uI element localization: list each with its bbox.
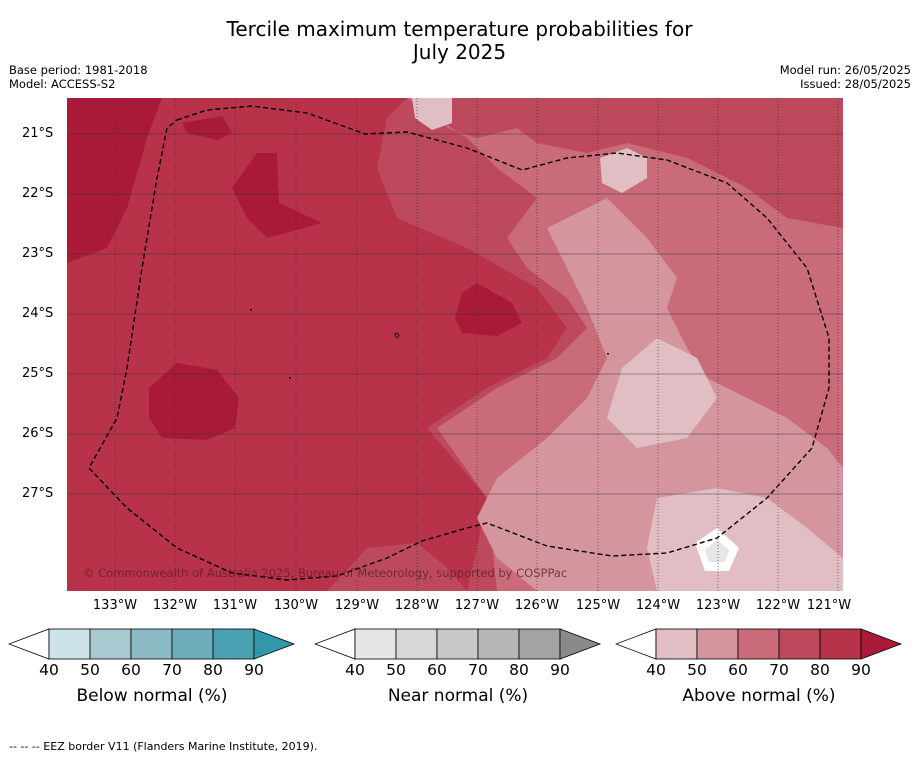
colorbar-high-arrow bbox=[860, 628, 903, 660]
colorbar-tick: 90 bbox=[550, 661, 570, 679]
shade-near-40-50 bbox=[705, 540, 729, 562]
lat-label: 21°S bbox=[22, 126, 54, 141]
latitude-gridlines bbox=[67, 133, 843, 495]
issued-text: Issued: 28/05/2025 bbox=[800, 77, 911, 91]
copyright-text: © Commonwealth of Australia 2025, Bureau… bbox=[83, 566, 567, 580]
colorbar-swatch bbox=[696, 628, 739, 660]
colorbar-tick: 40 bbox=[345, 661, 365, 679]
shade-above-90 bbox=[67, 98, 162, 263]
lat-label: 22°S bbox=[22, 186, 54, 201]
lat-label: 26°S bbox=[22, 426, 54, 441]
lon-label: 123°W bbox=[695, 598, 741, 613]
colorbar-title-above: Above normal (%) bbox=[682, 686, 836, 706]
colorbar-tick: 90 bbox=[244, 661, 264, 679]
colorbar-low-arrow bbox=[8, 628, 50, 660]
shade-above-40-50 bbox=[412, 98, 452, 130]
colorbar-swatch bbox=[48, 628, 91, 660]
colorbar-swatch bbox=[130, 628, 173, 660]
colorbar-tick: 60 bbox=[427, 661, 447, 679]
shade-above-90 bbox=[232, 153, 322, 238]
shade-above-40-50 bbox=[607, 338, 717, 448]
model-run-text: Model run: 26/05/2025 bbox=[779, 63, 911, 77]
lon-label: 127°W bbox=[454, 598, 500, 613]
base-period-text: Base period: 1981-2018 bbox=[9, 63, 148, 77]
colorbar-swatch bbox=[436, 628, 479, 660]
meta-right: Model run: 26/05/2025 Issued: 28/05/2025 bbox=[780, 63, 911, 91]
colorbar-tick: 50 bbox=[687, 661, 707, 679]
probability-map: © Commonwealth of Australia 2025, Bureau… bbox=[67, 98, 843, 591]
colorbar-title-below: Below normal (%) bbox=[76, 686, 228, 706]
lon-label: 122°W bbox=[755, 598, 801, 613]
shade-above-40-50 bbox=[647, 488, 843, 591]
lon-label: 121°W bbox=[806, 598, 852, 613]
colorbar-swatch bbox=[171, 628, 214, 660]
colorbar-tick: 40 bbox=[39, 661, 59, 679]
lat-label: 25°S bbox=[22, 366, 54, 381]
colorbar-swatch bbox=[819, 628, 862, 660]
colorbar-tick: 70 bbox=[769, 661, 789, 679]
colorbar-high-arrow bbox=[253, 628, 296, 660]
colorbar-near-normal bbox=[314, 628, 602, 660]
lon-label: 131°W bbox=[212, 598, 258, 613]
colorbar-tick: 80 bbox=[509, 661, 529, 679]
shade-above-90 bbox=[455, 283, 522, 336]
eez-footnote: -- -- -- EEZ border V11 (Flanders Marine… bbox=[9, 740, 318, 753]
colorbar-tick: 40 bbox=[646, 661, 666, 679]
shade-above-40-50 bbox=[600, 148, 647, 193]
colorbar-swatch bbox=[354, 628, 397, 660]
colorbar-tick: 90 bbox=[851, 661, 871, 679]
model-text: Model: ACCESS-S2 bbox=[9, 77, 116, 91]
colorbar-tick: 50 bbox=[80, 661, 100, 679]
colorbar-tick: 80 bbox=[810, 661, 830, 679]
meta-left: Base period: 1981-2018 Model: ACCESS-S2 bbox=[9, 63, 148, 91]
colorbar-tick: 60 bbox=[728, 661, 748, 679]
eez-border bbox=[88, 105, 830, 581]
colorbar-below-normal bbox=[8, 628, 296, 660]
lat-label: 24°S bbox=[22, 306, 54, 321]
lon-label: 125°W bbox=[575, 598, 621, 613]
colorbar-tick: 70 bbox=[468, 661, 488, 679]
colorbar-tick: 50 bbox=[386, 661, 406, 679]
shade-above-90 bbox=[149, 363, 239, 440]
colorbar-above-normal bbox=[615, 628, 903, 660]
island-marker bbox=[394, 332, 400, 338]
colorbar-swatch bbox=[778, 628, 821, 660]
island-marker bbox=[250, 309, 252, 311]
colorbar-title-near: Near normal (%) bbox=[387, 686, 529, 706]
longitude-gridlines bbox=[114, 98, 839, 591]
lon-label: 128°W bbox=[394, 598, 440, 613]
lon-label: 129°W bbox=[334, 598, 380, 613]
colorbar-swatch bbox=[212, 628, 255, 660]
colorbar-tick: 80 bbox=[203, 661, 223, 679]
colorbar-swatch bbox=[518, 628, 561, 660]
title-line-2: July 2025 bbox=[412, 40, 507, 64]
colorbar-low-arrow bbox=[615, 628, 657, 660]
shade-above-70-80 bbox=[327, 543, 467, 591]
lon-label: 133°W bbox=[92, 598, 138, 613]
colorbar-swatch bbox=[477, 628, 520, 660]
colorbar-swatch bbox=[395, 628, 438, 660]
lon-label: 132°W bbox=[152, 598, 198, 613]
colorbar-low-arrow bbox=[314, 628, 356, 660]
colorbar-swatch bbox=[737, 628, 780, 660]
lat-label: 23°S bbox=[22, 246, 54, 261]
colorbar-swatch bbox=[89, 628, 132, 660]
lon-label: 126°W bbox=[514, 598, 560, 613]
lon-label: 130°W bbox=[273, 598, 319, 613]
lon-label: 124°W bbox=[635, 598, 681, 613]
title-line-1: Tercile maximum temperature probabilitie… bbox=[226, 17, 693, 41]
colorbar-tick: 70 bbox=[162, 661, 182, 679]
map-title: Tercile maximum temperature probabilitie… bbox=[0, 18, 919, 64]
colorbar-tick: 60 bbox=[121, 661, 141, 679]
colorbar-swatch bbox=[655, 628, 698, 660]
island-marker bbox=[607, 353, 609, 355]
lat-label: 27°S bbox=[22, 486, 54, 501]
island-marker bbox=[289, 377, 291, 379]
colorbar-high-arrow bbox=[559, 628, 602, 660]
